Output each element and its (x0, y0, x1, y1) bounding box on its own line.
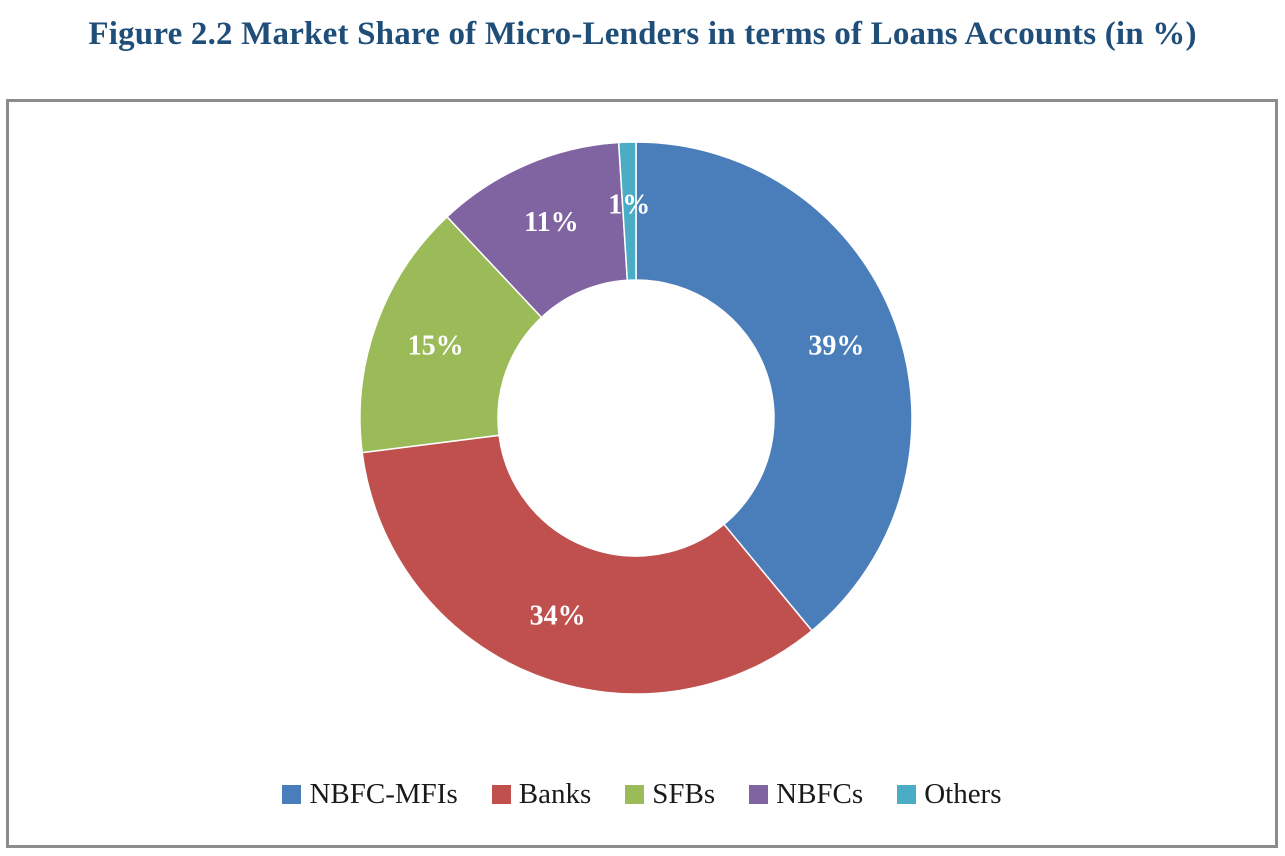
legend-item-nbfc-mfis: NBFC-MFIs (282, 778, 458, 811)
figure-title: Figure 2.2 Market Share of Micro-Lenders… (88, 16, 1197, 52)
legend-swatch (282, 785, 302, 804)
legend-label: Others (924, 778, 1002, 810)
donut-slices (359, 141, 913, 695)
legend-item-sfbs: SFBs (625, 778, 715, 811)
legend-swatch (749, 785, 769, 804)
legend-label: Banks (518, 778, 592, 810)
legend-item-banks: Banks (491, 778, 592, 811)
slice-label-others: 1% (608, 190, 650, 221)
slice-label-sfbs: 15% (408, 330, 464, 361)
legend-swatch (491, 785, 511, 804)
slice-sfbs (359, 215, 543, 454)
chart-frame: 39% 34% 15% 11% 1% NBFC-MFIs Banks SFBs NBFC… (6, 99, 1278, 848)
slice-banks (361, 434, 813, 695)
legend-swatch (625, 785, 645, 804)
legend-label: SFBs (652, 778, 716, 810)
slice-label-banks: 34% (530, 601, 586, 632)
legend-item-nbfcs: NBFCs (749, 778, 863, 811)
legend-swatch (897, 785, 917, 804)
legend-item-others: Others (897, 778, 1002, 811)
legend-label: NBFCs (776, 778, 864, 810)
slice-label-nbfc-mfis: 39% (808, 330, 864, 361)
slice-label-nbfcs: 11% (524, 207, 578, 238)
chart-legend: NBFC-MFIs Banks SFBs NBFCs Others (9, 778, 1275, 811)
slice-others (617, 141, 637, 282)
donut-labels: 39% 34% 15% 11% 1% (408, 190, 865, 632)
legend-label: NBFC-MFIs (309, 778, 458, 810)
donut-chart: 39% 34% 15% 11% 1% (359, 141, 913, 695)
slice-nbfc-mfis (635, 141, 913, 632)
